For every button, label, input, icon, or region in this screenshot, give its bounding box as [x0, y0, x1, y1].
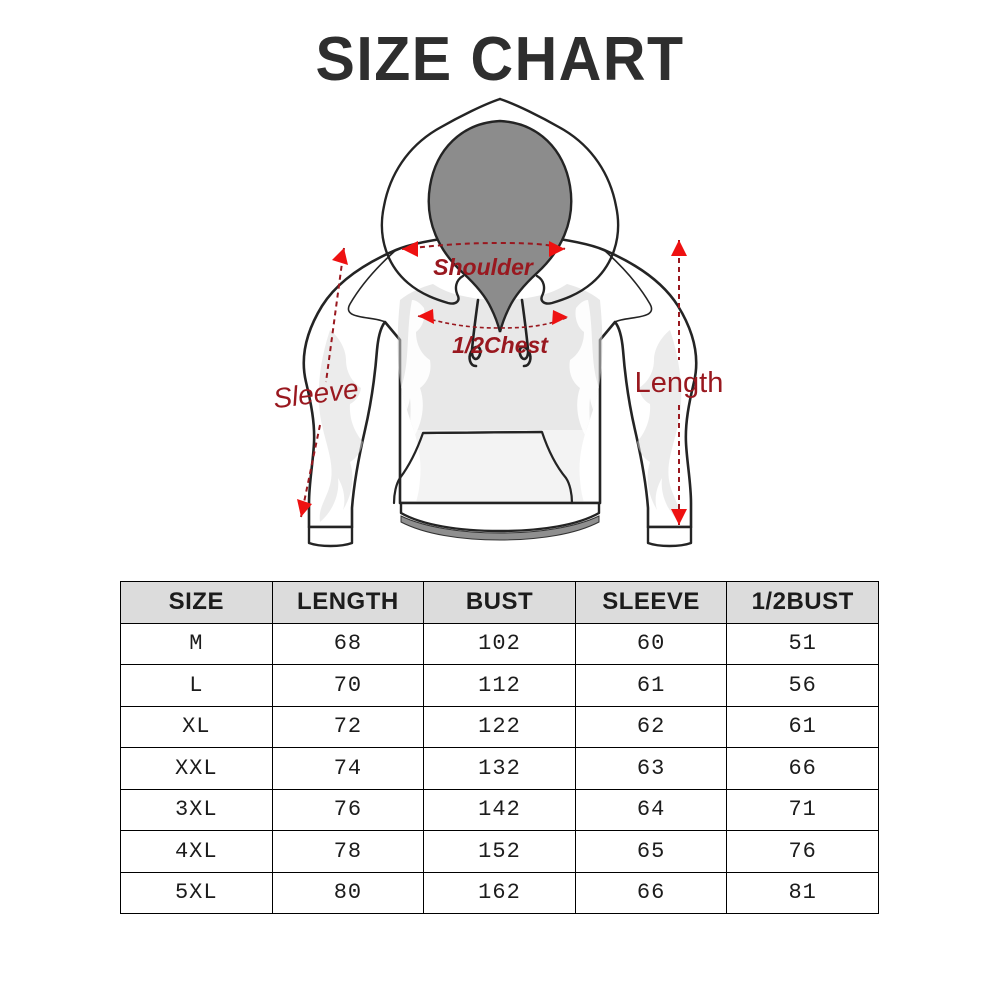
- svg-text:Shoulder: Shoulder: [433, 254, 534, 280]
- svg-text:1/2Chest: 1/2Chest: [452, 332, 549, 358]
- svg-text:Length: Length: [635, 367, 724, 399]
